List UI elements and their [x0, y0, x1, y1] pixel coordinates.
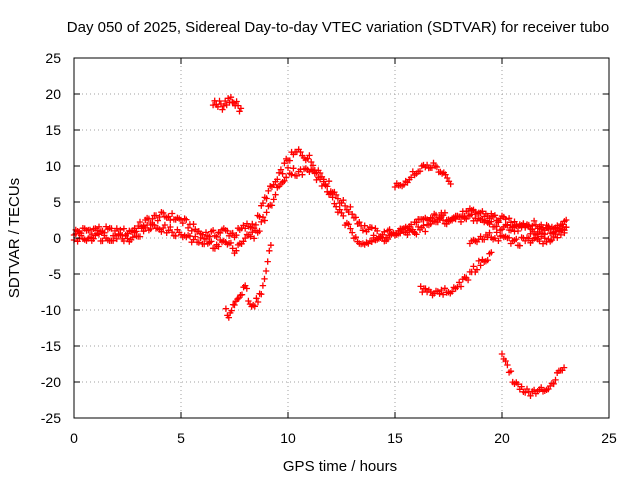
marks-segment-1 [209, 94, 245, 115]
y-axis-label: SDTVAR / TECUs [6, 178, 23, 298]
series-segment-3 [391, 159, 454, 191]
y-tick-label: 15 [45, 122, 61, 138]
axes: 0 5 10 15 20 25 -25 -20 -15 -10 -5 0 5 10 15 20 25 [41, 50, 617, 446]
series-segment-1 [209, 94, 245, 115]
data-layer [70, 94, 570, 399]
y-tick-label: -15 [41, 338, 61, 354]
x-tick-label: 15 [387, 430, 403, 446]
marks-segment-6 [498, 350, 568, 399]
x-tick-label: 20 [494, 430, 510, 446]
chart-title: Day 050 of 2025, Sidereal Day-to-day VTE… [67, 19, 609, 36]
x-tick-label: 25 [601, 430, 617, 446]
x-tick-label: 0 [70, 430, 78, 446]
series-segment-2 [222, 242, 275, 321]
y-tick-label: -20 [41, 374, 61, 390]
y-tick-label: 0 [53, 230, 61, 246]
y-tick-label: 10 [45, 158, 61, 174]
x-tick-label: 5 [177, 430, 185, 446]
x-axis-label: GPS time / hours [283, 458, 397, 475]
marks-segment-4 [417, 249, 495, 299]
y-tick-label: -10 [41, 302, 61, 318]
y-tick-label: 20 [45, 86, 61, 102]
y-tick-label: 25 [45, 50, 61, 66]
y-tick-label: -25 [41, 410, 61, 426]
series-main-band-lower [70, 164, 570, 257]
marks-segment-2 [222, 242, 275, 321]
series-segment-4 [417, 249, 495, 299]
y-tick-label: 5 [53, 194, 61, 210]
series-segment-5 [466, 224, 570, 249]
y-tick-label: -5 [49, 266, 62, 282]
marks-segment-3 [391, 159, 454, 191]
marks-segment-5 [466, 224, 570, 249]
x-tick-label: 10 [280, 430, 296, 446]
series-segment-6 [498, 350, 568, 399]
marks-main-band-lower [70, 164, 570, 257]
